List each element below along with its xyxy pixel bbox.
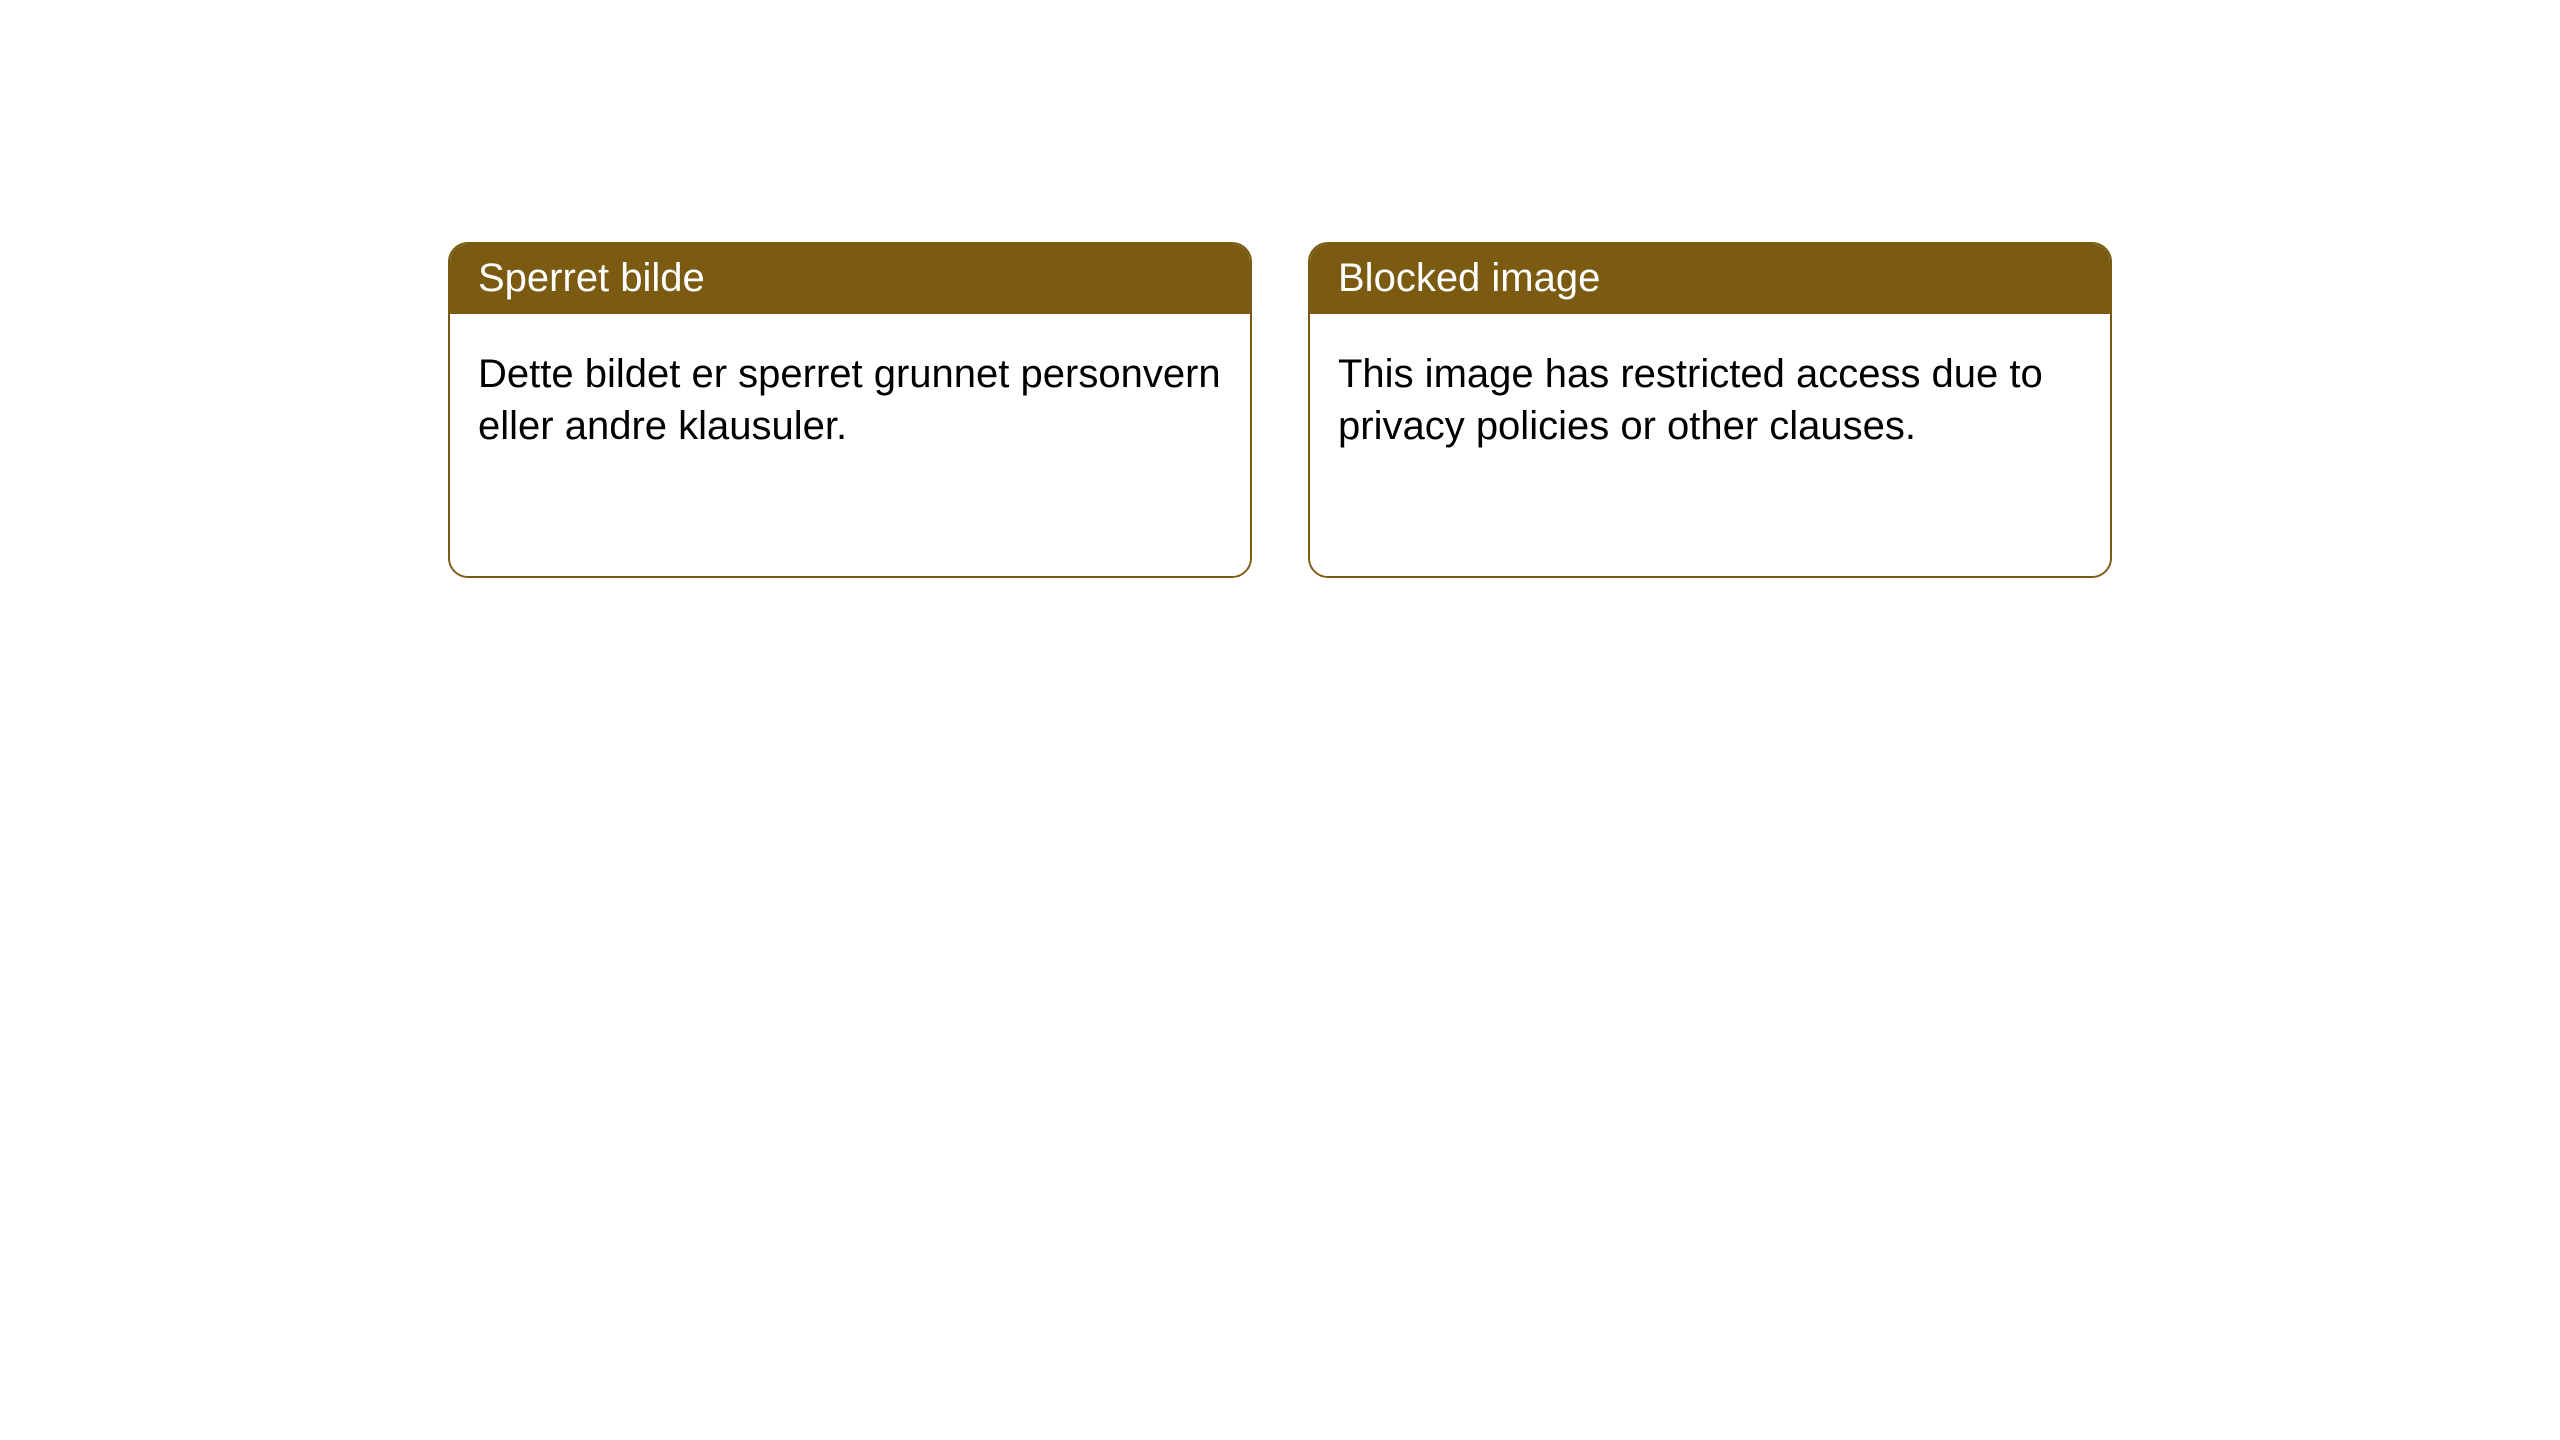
notices-container: Sperret bilde Dette bildet er sperret gr… — [0, 0, 2560, 578]
notice-header-norwegian: Sperret bilde — [450, 244, 1250, 314]
notice-box-english: Blocked image This image has restricted … — [1308, 242, 2112, 578]
notice-body-english: This image has restricted access due to … — [1310, 314, 2110, 576]
notice-message-norwegian: Dette bildet er sperret grunnet personve… — [478, 352, 1221, 448]
notice-title-norwegian: Sperret bilde — [478, 256, 705, 300]
notice-body-norwegian: Dette bildet er sperret grunnet personve… — [450, 314, 1250, 576]
notice-box-norwegian: Sperret bilde Dette bildet er sperret gr… — [448, 242, 1252, 578]
notice-title-english: Blocked image — [1338, 256, 1600, 300]
notice-message-english: This image has restricted access due to … — [1338, 352, 2043, 448]
notice-header-english: Blocked image — [1310, 244, 2110, 314]
